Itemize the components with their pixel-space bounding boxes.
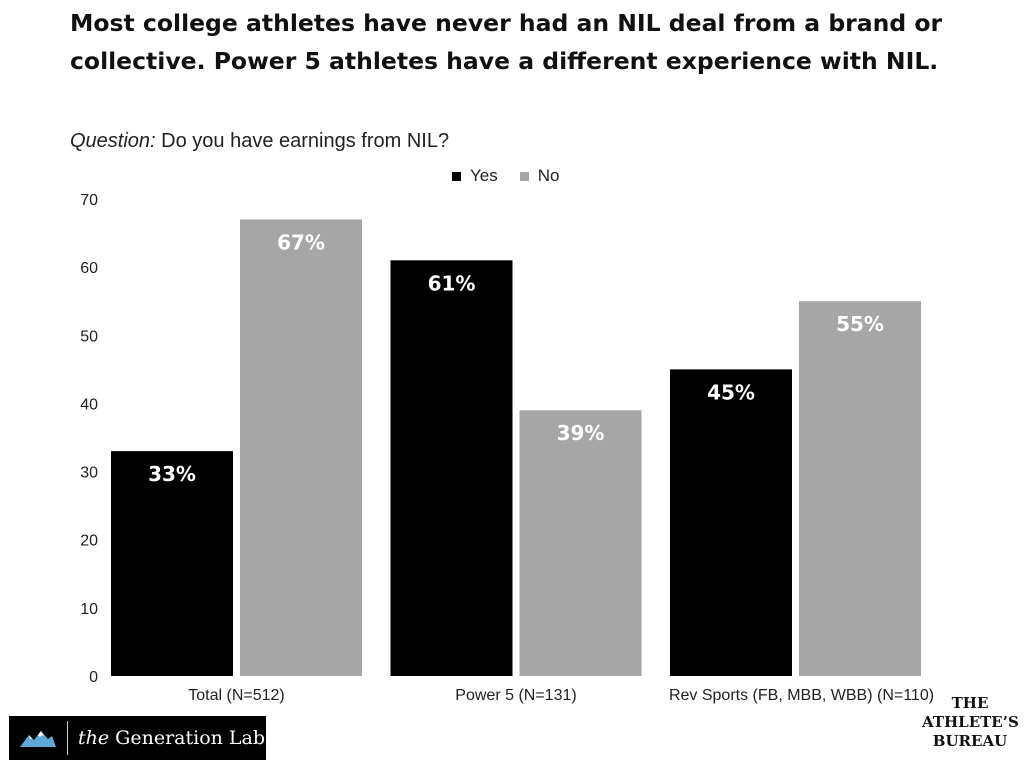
legend: Yes No — [452, 166, 559, 186]
legend-item-no: No — [519, 166, 560, 186]
data-label: 55% — [836, 312, 884, 336]
category-label: Total (N=512) — [188, 687, 285, 704]
legend-item-yes: Yes — [452, 166, 498, 186]
y-tick-label: 20 — [80, 533, 98, 550]
data-label: 39% — [557, 421, 605, 445]
bar-yes — [670, 369, 792, 676]
category-label: Rev Sports (FB, MBB, WBB) (N=110) — [669, 687, 934, 704]
bar-no — [519, 410, 642, 676]
data-label: 61% — [428, 271, 476, 295]
legend-label-no: No — [537, 166, 560, 185]
question-body: Do you have earnings from NIL? — [155, 130, 450, 152]
question-text: Question: Do you have earnings from NIL? — [70, 130, 449, 153]
mountain-icon — [9, 716, 67, 760]
chart-title: Most college athletes have never had an … — [70, 9, 943, 75]
athletes-bureau-logo: THE ATHLETE’S BUREAU — [922, 694, 1019, 751]
y-tick-label: 60 — [80, 260, 98, 277]
y-tick-label: 50 — [80, 328, 98, 345]
question-prefix: Question: — [70, 130, 156, 152]
logo-line-2: ATHLETE’S — [922, 713, 1019, 731]
y-tick-label: 70 — [80, 192, 98, 209]
category-label: Power 5 (N=131) — [455, 687, 576, 704]
bar-yes — [390, 260, 513, 676]
legend-label-yes: Yes — [470, 166, 498, 185]
logo-divider — [67, 721, 68, 755]
bar-no — [240, 219, 362, 676]
logo-line-3: BUREAU — [932, 732, 1008, 750]
generation-lab-logo: the Generation Lab — [9, 716, 266, 760]
y-tick-label: 10 — [80, 601, 98, 618]
logo-line-1: THE — [951, 694, 989, 712]
y-tick-label: 30 — [80, 465, 98, 482]
generation-lab-name: the Generation Lab — [78, 727, 266, 749]
y-tick-label: 0 — [89, 669, 98, 686]
y-tick-label: 40 — [80, 396, 98, 413]
data-label: 67% — [277, 230, 325, 254]
bar-yes — [111, 451, 233, 676]
bar-no — [799, 301, 921, 676]
legend-swatch-yes — [452, 171, 461, 181]
data-label: 45% — [707, 380, 755, 404]
legend-swatch-no — [519, 171, 529, 181]
data-label: 33% — [148, 462, 196, 486]
